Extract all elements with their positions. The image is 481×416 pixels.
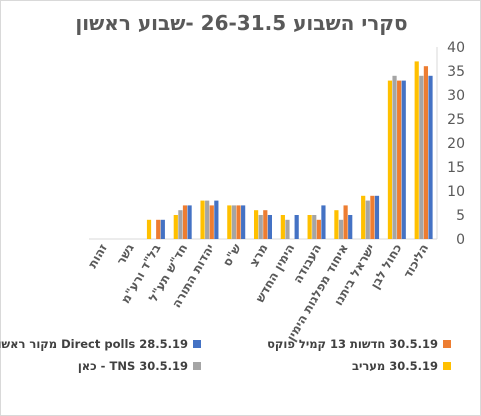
bar bbox=[236, 205, 241, 239]
legend-swatch bbox=[443, 362, 451, 370]
bar bbox=[178, 210, 183, 239]
y-tick-label: 20 bbox=[447, 136, 465, 152]
bar bbox=[397, 80, 402, 239]
bar bbox=[227, 205, 232, 239]
bar bbox=[231, 205, 237, 239]
legend-swatch bbox=[193, 340, 201, 348]
legend-swatch bbox=[443, 340, 451, 348]
y-tick-label: 5 bbox=[456, 208, 465, 224]
bar bbox=[258, 215, 263, 239]
legend-label: 28.5.19 Direct polls מקור ראשון bbox=[0, 337, 188, 351]
bar bbox=[365, 200, 370, 239]
legend-label: 30.5.19 TNS - כאן bbox=[77, 359, 188, 373]
y-tick-label: 25 bbox=[447, 112, 465, 128]
x-tick-label: ש"ס bbox=[220, 242, 244, 269]
legend-item: 30.5.19 מעריב bbox=[352, 359, 451, 373]
legend-label: 30.5.19 מעריב bbox=[351, 359, 438, 373]
bar bbox=[214, 200, 219, 239]
bar bbox=[374, 195, 380, 239]
chart-title: סקרי השבוע 26-31.5 -שבוע ראשון bbox=[75, 11, 408, 35]
bar bbox=[419, 75, 424, 239]
bar bbox=[321, 205, 326, 239]
legend-label: 30.5.19 חדשות 13 קמיל פוקס bbox=[267, 337, 438, 351]
bar bbox=[370, 195, 375, 239]
bar bbox=[205, 200, 210, 239]
bar bbox=[423, 66, 429, 239]
bar bbox=[209, 205, 214, 239]
x-tick-label: מרצ bbox=[247, 242, 271, 270]
y-tick-label: 15 bbox=[447, 160, 465, 176]
x-tick-label: הליכוד bbox=[401, 242, 432, 281]
bar bbox=[361, 195, 366, 239]
bar bbox=[285, 219, 290, 239]
bar bbox=[343, 205, 348, 239]
bar bbox=[173, 215, 178, 239]
legend-item: 30.5.19 TNS - כאן bbox=[78, 359, 201, 373]
bar bbox=[187, 205, 192, 239]
bar bbox=[334, 210, 339, 239]
x-tick-label: גשר bbox=[114, 241, 137, 267]
y-tick-label: 10 bbox=[447, 184, 465, 200]
bar bbox=[267, 215, 272, 239]
bar bbox=[280, 215, 285, 239]
bar bbox=[307, 215, 312, 239]
bar bbox=[392, 75, 397, 239]
bar bbox=[316, 219, 321, 239]
bar bbox=[263, 210, 268, 239]
x-tick-label: זהות bbox=[85, 241, 110, 270]
y-tick-label: 30 bbox=[447, 88, 465, 104]
bar bbox=[254, 210, 259, 239]
legend-item: 30.5.19 חדשות 13 קמיל פוקס bbox=[267, 337, 451, 351]
bar bbox=[428, 75, 433, 239]
y-tick-label: 40 bbox=[447, 40, 465, 56]
bar bbox=[182, 205, 188, 239]
bar bbox=[348, 215, 353, 239]
bar bbox=[414, 61, 419, 240]
legend-item: 28.5.19 Direct polls מקור ראשון bbox=[0, 337, 201, 351]
bar bbox=[338, 219, 344, 239]
bar bbox=[312, 215, 317, 239]
y-tick-label: 35 bbox=[447, 64, 465, 80]
bar bbox=[241, 205, 246, 239]
bar bbox=[387, 80, 393, 239]
bar bbox=[401, 80, 406, 239]
bar bbox=[160, 219, 165, 239]
bar bbox=[294, 215, 299, 239]
bar bbox=[146, 219, 152, 239]
bar bbox=[200, 200, 205, 239]
bar bbox=[156, 219, 161, 239]
y-tick-label: 0 bbox=[456, 232, 465, 248]
legend-swatch bbox=[193, 362, 201, 370]
